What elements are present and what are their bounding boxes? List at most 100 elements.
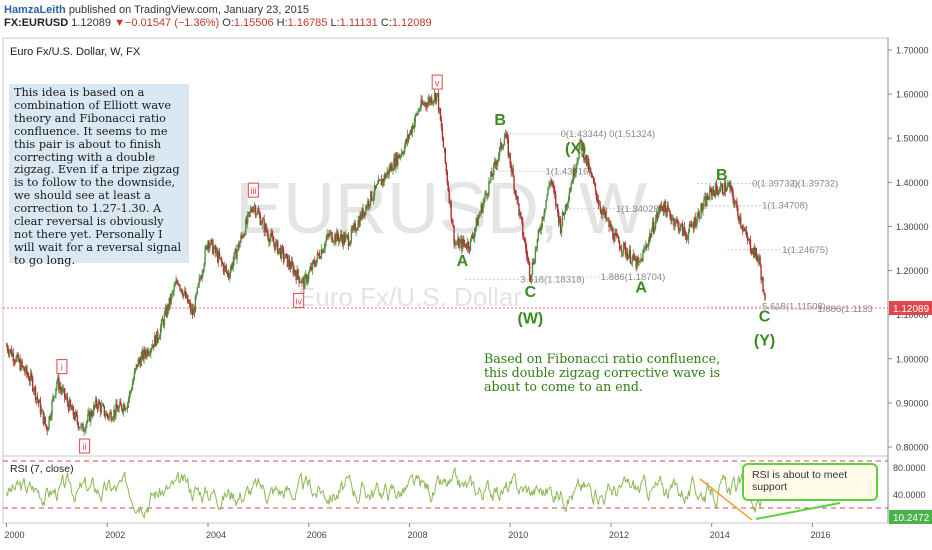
price-bar-body — [452, 224, 454, 226]
price-bar-body — [89, 411, 91, 422]
price-bar-body — [165, 308, 168, 317]
price-bar-body — [103, 405, 106, 416]
price-bar-body — [43, 416, 45, 424]
price-bar-body — [125, 408, 128, 410]
price-bar-body — [651, 221, 654, 231]
price-bar-body — [364, 211, 366, 215]
price-bar-body — [302, 278, 304, 280]
price-bar-body — [117, 408, 119, 412]
price-bar-body — [675, 219, 677, 224]
price-bar-body — [740, 217, 742, 226]
price-bar-body — [297, 269, 299, 277]
price-bar-body — [249, 209, 252, 213]
price-bar-body — [692, 225, 694, 229]
fib-label: 5.618(1.11508) — [762, 302, 826, 313]
price-bar-body — [547, 187, 549, 195]
author-link[interactable]: HamzaLeith — [4, 4, 66, 16]
price-bar-body — [695, 223, 697, 227]
price-bar-body — [447, 182, 449, 191]
price-bar-body — [725, 190, 727, 192]
price-bar-body — [491, 172, 493, 177]
price-bar-body — [385, 174, 387, 179]
price-bar-body — [672, 217, 674, 219]
price-bar-body — [612, 228, 614, 239]
fib-label: 1(1.34708) — [762, 201, 808, 212]
price-bar-body — [696, 215, 698, 224]
price-bar-body — [319, 257, 322, 259]
price-bar-body — [423, 103, 425, 105]
price-bar-body — [528, 262, 531, 277]
price-bar-body — [649, 233, 651, 240]
price-bar-body — [649, 233, 652, 238]
price-bar-body — [26, 366, 28, 375]
price-bar-body — [5, 345, 8, 347]
price-bar-body — [693, 217, 695, 229]
price-bar-body — [517, 196, 519, 204]
price-bar-body — [736, 201, 738, 208]
price-bar-body — [436, 93, 439, 95]
price-bar-body — [506, 134, 509, 140]
price-bar-body — [186, 294, 189, 303]
price-bar-body — [556, 204, 559, 212]
price-bar-body — [449, 200, 451, 203]
price-bar-body — [54, 395, 56, 397]
price-bar-body — [554, 190, 556, 195]
price-bar-body — [428, 97, 430, 102]
price-bar-body — [478, 215, 480, 218]
price-bar-body — [748, 239, 751, 241]
price-bar-body — [273, 241, 275, 244]
price-bar-body — [638, 261, 640, 263]
price-bar-body — [529, 276, 532, 281]
price-bar-body — [710, 188, 712, 190]
price-bar-body — [419, 108, 421, 111]
price-bar-body — [574, 172, 576, 176]
price-bar-body — [542, 217, 544, 219]
price-bar-body — [225, 267, 228, 272]
price-bar-body — [322, 250, 324, 254]
symbol-label[interactable]: FX:EURUSD — [4, 17, 69, 29]
price-bar-body — [29, 380, 31, 382]
time-tick-label: 2012 — [609, 530, 629, 540]
price-bar-body — [742, 229, 745, 231]
price-bar-body — [284, 254, 287, 259]
price-bar-body — [698, 211, 700, 219]
price-bar-body — [686, 239, 689, 241]
price-bar-body — [733, 199, 735, 206]
price-bar-body — [100, 405, 103, 412]
price-bar-body — [640, 258, 642, 261]
price-bar-body — [188, 302, 191, 304]
price-bar-body — [56, 381, 58, 389]
price-bar-body — [101, 404, 104, 406]
price-bar-body — [492, 175, 494, 177]
price-bar-body — [596, 198, 599, 201]
price-bar-body — [697, 211, 699, 216]
price-bar-body — [499, 142, 502, 148]
price-bar-body — [357, 220, 359, 229]
published-info: published on TradingView.com, January 23… — [68, 4, 309, 16]
price-bar-body — [690, 223, 693, 227]
price-bar-body — [135, 364, 138, 369]
price-bar-body — [359, 214, 361, 227]
fib-label: 3.618(1.18318) — [520, 274, 584, 285]
fib-label: 1(1.34028) — [616, 204, 662, 215]
price-bar-body — [734, 203, 736, 206]
price-bar-body — [438, 108, 441, 111]
price-bar-body — [454, 243, 456, 245]
price-bar-body — [637, 258, 639, 263]
time-tick-label: 2000 — [5, 530, 25, 540]
price-bar-body — [627, 255, 630, 260]
price-bar-body — [97, 401, 100, 409]
price-bar-body — [745, 230, 748, 237]
price-bar-body — [457, 238, 459, 244]
price-bar-body — [157, 339, 160, 341]
price-bar-body — [136, 364, 138, 367]
price-bar-body — [28, 376, 30, 381]
price-bar-body — [670, 216, 672, 222]
price-bar-body — [9, 348, 12, 351]
price-bar-body — [127, 398, 130, 404]
price-bar-body — [426, 105, 428, 107]
price-bar-body — [711, 189, 714, 196]
price-bar-body — [655, 213, 658, 221]
